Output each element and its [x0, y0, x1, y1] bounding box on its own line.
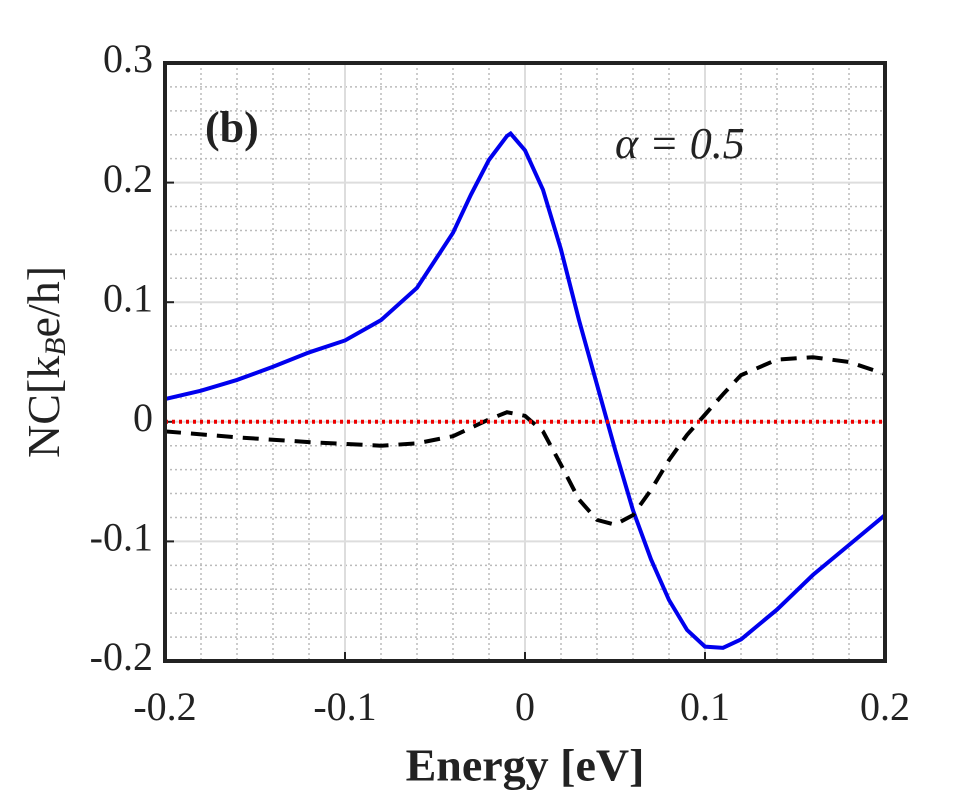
- y-axis-label: NC[kBe/h]: [18, 266, 72, 458]
- y-tick-label: -0.2: [90, 634, 153, 679]
- parameter-annotation: α = 0.5: [615, 119, 745, 168]
- x-axis-label: Energy [eV]: [406, 740, 645, 791]
- y-label-sub: B: [39, 337, 72, 355]
- x-tick-label: -0.2: [133, 684, 196, 729]
- x-tick-label: 0.1: [680, 684, 730, 729]
- y-tick-label: 0.1: [103, 275, 153, 320]
- series-line: [164, 130, 887, 650]
- y-tick-label: 0.2: [103, 156, 153, 201]
- x-tick-label: -0.1: [313, 684, 376, 729]
- y-tick-label: 0: [133, 395, 153, 440]
- series-line: [164, 355, 886, 527]
- y-tick-label: -0.1: [90, 515, 153, 560]
- plot-frame: [163, 61, 887, 663]
- x-tick-label: 0: [515, 684, 535, 729]
- plot-area: -0.2 -0.1 0 0.1 0.2 -0.2 -0.1 0 0.1 0.2 0.3: [90, 36, 910, 729]
- y-label-rest: e/h]: [18, 266, 69, 338]
- y-tick-label: 0.3: [103, 36, 153, 81]
- panel-label: (b): [205, 103, 259, 152]
- y-label-main: NC[k: [18, 356, 69, 458]
- x-tick-label: 0.2: [860, 684, 910, 729]
